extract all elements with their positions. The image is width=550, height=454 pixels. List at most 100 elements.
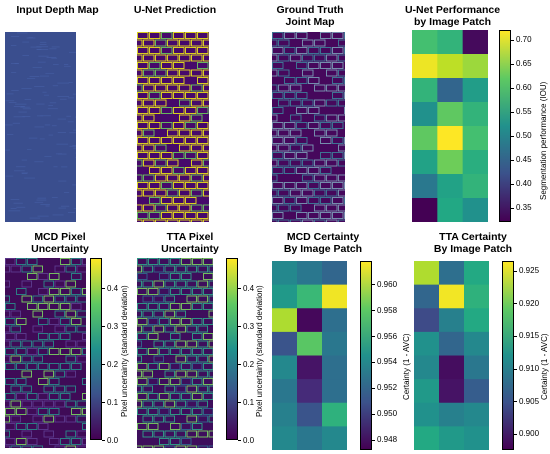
heatmap-cell — [439, 284, 465, 309]
brick-outline — [143, 189, 155, 197]
mcd-certainty-heatmap — [272, 261, 347, 450]
brick-outline — [5, 355, 10, 363]
brick-outline — [5, 333, 16, 340]
brick-outline — [153, 445, 164, 448]
brick-outline — [179, 114, 191, 122]
brick-outline — [153, 310, 164, 318]
colorbar-tick-mark — [511, 207, 514, 209]
brick-outline — [27, 273, 38, 280]
brick-outline — [170, 423, 181, 430]
tta-certainty-heatmap — [414, 261, 489, 450]
texture-speck — [36, 48, 49, 50]
texture-speck — [13, 202, 23, 204]
brick-outline — [290, 99, 302, 107]
brick-outline — [278, 84, 290, 92]
colorbar-tick-label: 0.948 — [377, 435, 398, 445]
colorbar-tick-label: 0.40 — [516, 179, 532, 189]
heatmap-cell — [439, 261, 465, 286]
heatmap-cell — [322, 331, 347, 356]
brick-outline — [153, 355, 164, 363]
brick-outline — [186, 280, 197, 288]
brick-outline — [137, 310, 142, 318]
brick-outline — [49, 408, 60, 415]
brick-outline — [208, 370, 213, 378]
brick-outline — [181, 348, 192, 355]
texture-speck — [73, 147, 76, 149]
brick-outline — [32, 295, 43, 303]
heatmap-cell — [439, 308, 465, 333]
brick-outline — [137, 129, 143, 137]
brick-outline — [32, 415, 43, 423]
brick-outline — [16, 258, 27, 265]
brick-outline — [54, 370, 65, 378]
brick-outline — [314, 159, 326, 167]
texture-speck — [63, 192, 70, 194]
brick-outline — [197, 152, 209, 159]
heatmap-cell — [462, 126, 488, 151]
brick-outline — [186, 415, 197, 423]
brick-outline — [159, 438, 170, 445]
brick-outline — [203, 408, 213, 415]
brick-outline — [175, 385, 186, 393]
brick-outline — [148, 333, 159, 340]
brick-outline — [60, 333, 71, 340]
brick-outline — [272, 212, 284, 219]
brick-outline — [208, 295, 213, 303]
texture-speck — [14, 170, 25, 172]
brick-outline — [278, 99, 290, 107]
brick-outline — [185, 122, 197, 129]
colorbar-tick-mark — [511, 39, 514, 41]
brick-outline — [82, 288, 86, 295]
brick-outline — [21, 400, 32, 408]
texture-speck — [29, 76, 40, 77]
brick-outline — [5, 265, 10, 273]
brick-outline — [137, 32, 149, 39]
texture-speck — [45, 72, 55, 74]
brick-outline — [203, 258, 213, 265]
heatmap-cell — [412, 54, 438, 79]
brick-outline — [161, 152, 173, 159]
brick-outline — [137, 189, 143, 197]
brick-outline — [314, 99, 326, 107]
brick-outline — [49, 393, 60, 400]
brick-outline — [338, 159, 345, 167]
brick-outline — [148, 378, 159, 385]
brick-outline — [186, 430, 197, 438]
brick-outline — [173, 152, 185, 159]
brick-outline — [27, 303, 38, 310]
brick-outline — [192, 423, 203, 430]
brick-outline — [308, 122, 320, 129]
input-depth-map — [5, 32, 76, 222]
heatmap-cell — [272, 426, 298, 450]
heatmap-cell — [464, 308, 489, 333]
brick-outline — [159, 258, 170, 265]
brick-outline — [167, 204, 179, 212]
brick-outline — [326, 174, 338, 182]
brick-outline — [308, 62, 320, 69]
brick-outline — [76, 325, 86, 333]
brick-outline — [203, 174, 209, 182]
heatmap-cell — [462, 150, 488, 175]
brick-outline — [296, 77, 308, 84]
texture-speck — [59, 98, 67, 100]
brick-outline — [161, 182, 173, 189]
brick-outline — [314, 114, 326, 122]
brick-outline — [338, 189, 345, 197]
brick-outline — [32, 340, 43, 348]
brick-outline — [76, 340, 86, 348]
brick-outline — [203, 159, 209, 167]
brick-outline — [197, 340, 208, 348]
texture-speck — [57, 96, 69, 97]
brick-outline — [5, 393, 16, 400]
brick-outline — [197, 137, 209, 144]
brick-outline — [76, 295, 86, 303]
colorbar-tick-label: 0.60 — [516, 83, 532, 93]
colorbar-tick-mark — [238, 326, 241, 328]
texture-speck — [67, 212, 76, 213]
colorbar-tick-label: 0.900 — [519, 429, 540, 439]
brick-outline — [149, 122, 161, 129]
brick-outline — [71, 288, 82, 295]
heatmap-cell — [297, 355, 323, 380]
brick-outline — [5, 430, 10, 438]
brick-outline — [60, 348, 71, 355]
